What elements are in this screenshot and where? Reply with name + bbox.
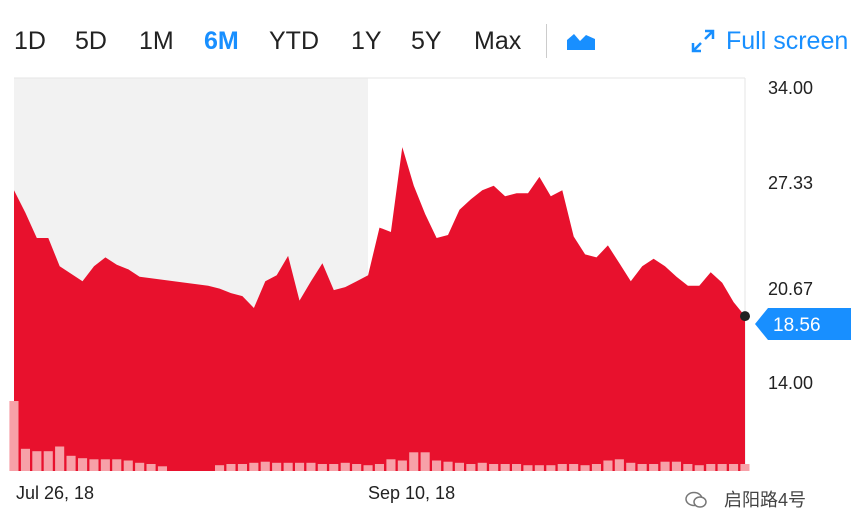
volume-bar [626,462,636,471]
y-tick-label: 20.67 [768,279,813,299]
volume-bar [363,465,373,471]
volume-bar [569,464,579,471]
volume-bar [352,464,362,471]
range-1y-button[interactable]: 1Y [351,27,382,55]
volume-bar [443,461,453,471]
y-tick-label: 14.00 [768,373,813,393]
volume-bar [112,459,122,471]
volume-bar [43,451,53,471]
volume-bar [500,464,510,471]
x-tick-label: Jul 26, 18 [16,483,94,503]
volume-bars [9,401,750,471]
volume-bar [89,459,99,471]
volume-bar [123,460,133,471]
volume-bar [215,465,225,471]
y-tick-label: 27.33 [768,173,813,193]
range-ytd-button[interactable]: YTD [269,27,319,55]
volume-bar [32,451,42,471]
volume-bar [146,464,156,471]
volume-bar [78,458,88,471]
volume-bar [249,462,259,471]
volume-bar [649,464,659,471]
volume-bar [603,460,613,471]
wechat-icon [685,491,707,508]
volume-bar [591,464,601,471]
range-1d-button[interactable]: 1D [14,27,46,55]
volume-bar [386,459,396,471]
range-max-button[interactable]: Max [474,27,522,55]
volume-bar [671,461,681,471]
volume-bar [55,446,65,471]
volume-bar [546,465,556,471]
volume-bar [306,462,316,471]
toolbar-divider [546,24,547,58]
fullscreen-label: Full screen [726,27,849,55]
volume-bar [454,462,464,471]
volume-bar [157,466,167,471]
volume-bar [489,464,499,471]
expand-icon [691,29,715,53]
volume-bar [397,460,407,471]
volume-bar [523,465,533,471]
volume-bar [477,462,487,471]
volume-bar [100,459,110,471]
volume-bar [683,464,693,471]
volume-bar [260,461,270,471]
volume-bar [272,462,282,471]
volume-bar [9,401,19,471]
volume-bar [512,464,522,471]
x-tick-label: Sep 10, 18 [368,483,455,503]
volume-bar [717,464,727,471]
volume-bar [637,464,647,471]
volume-bar [226,464,236,471]
volume-bar [614,459,624,471]
volume-bar [557,464,567,471]
range-5d-button[interactable]: 5D [75,27,107,55]
volume-bar [420,452,430,471]
volume-bar [694,465,704,471]
volume-bar [580,465,590,471]
toolbar: 1D 5D 1M 6M YTD 1Y 5Y Max Full screen [0,0,854,78]
range-6m-button[interactable]: 6M [204,27,239,55]
price-area [14,147,745,471]
volume-bar [660,461,670,471]
last-value-point [740,311,750,322]
area-chart-icon[interactable] [565,30,597,52]
range-1m-button[interactable]: 1M [139,27,174,55]
watermark-text: 启阳路4号 [724,490,807,510]
volume-bar [135,462,145,471]
last-value-label: 18.56 [773,315,821,336]
volume-bar [740,464,750,471]
volume-bar [729,464,739,471]
volume-bar [706,464,716,471]
volume-bar [534,465,544,471]
last-value-badge [755,308,851,340]
volume-bar [340,462,350,471]
volume-bar [466,464,476,471]
volume-bar [20,448,30,471]
volume-bar [409,452,419,471]
y-tick-label: 34.00 [768,78,813,98]
volume-bar [66,455,76,471]
range-5y-button[interactable]: 5Y [411,27,442,55]
volume-bar [283,462,293,471]
volume-bar [237,464,247,471]
volume-bar [432,460,442,471]
volume-bar [295,462,305,471]
volume-bar [374,464,384,471]
volume-bar [317,464,327,471]
volume-bar [329,464,339,471]
